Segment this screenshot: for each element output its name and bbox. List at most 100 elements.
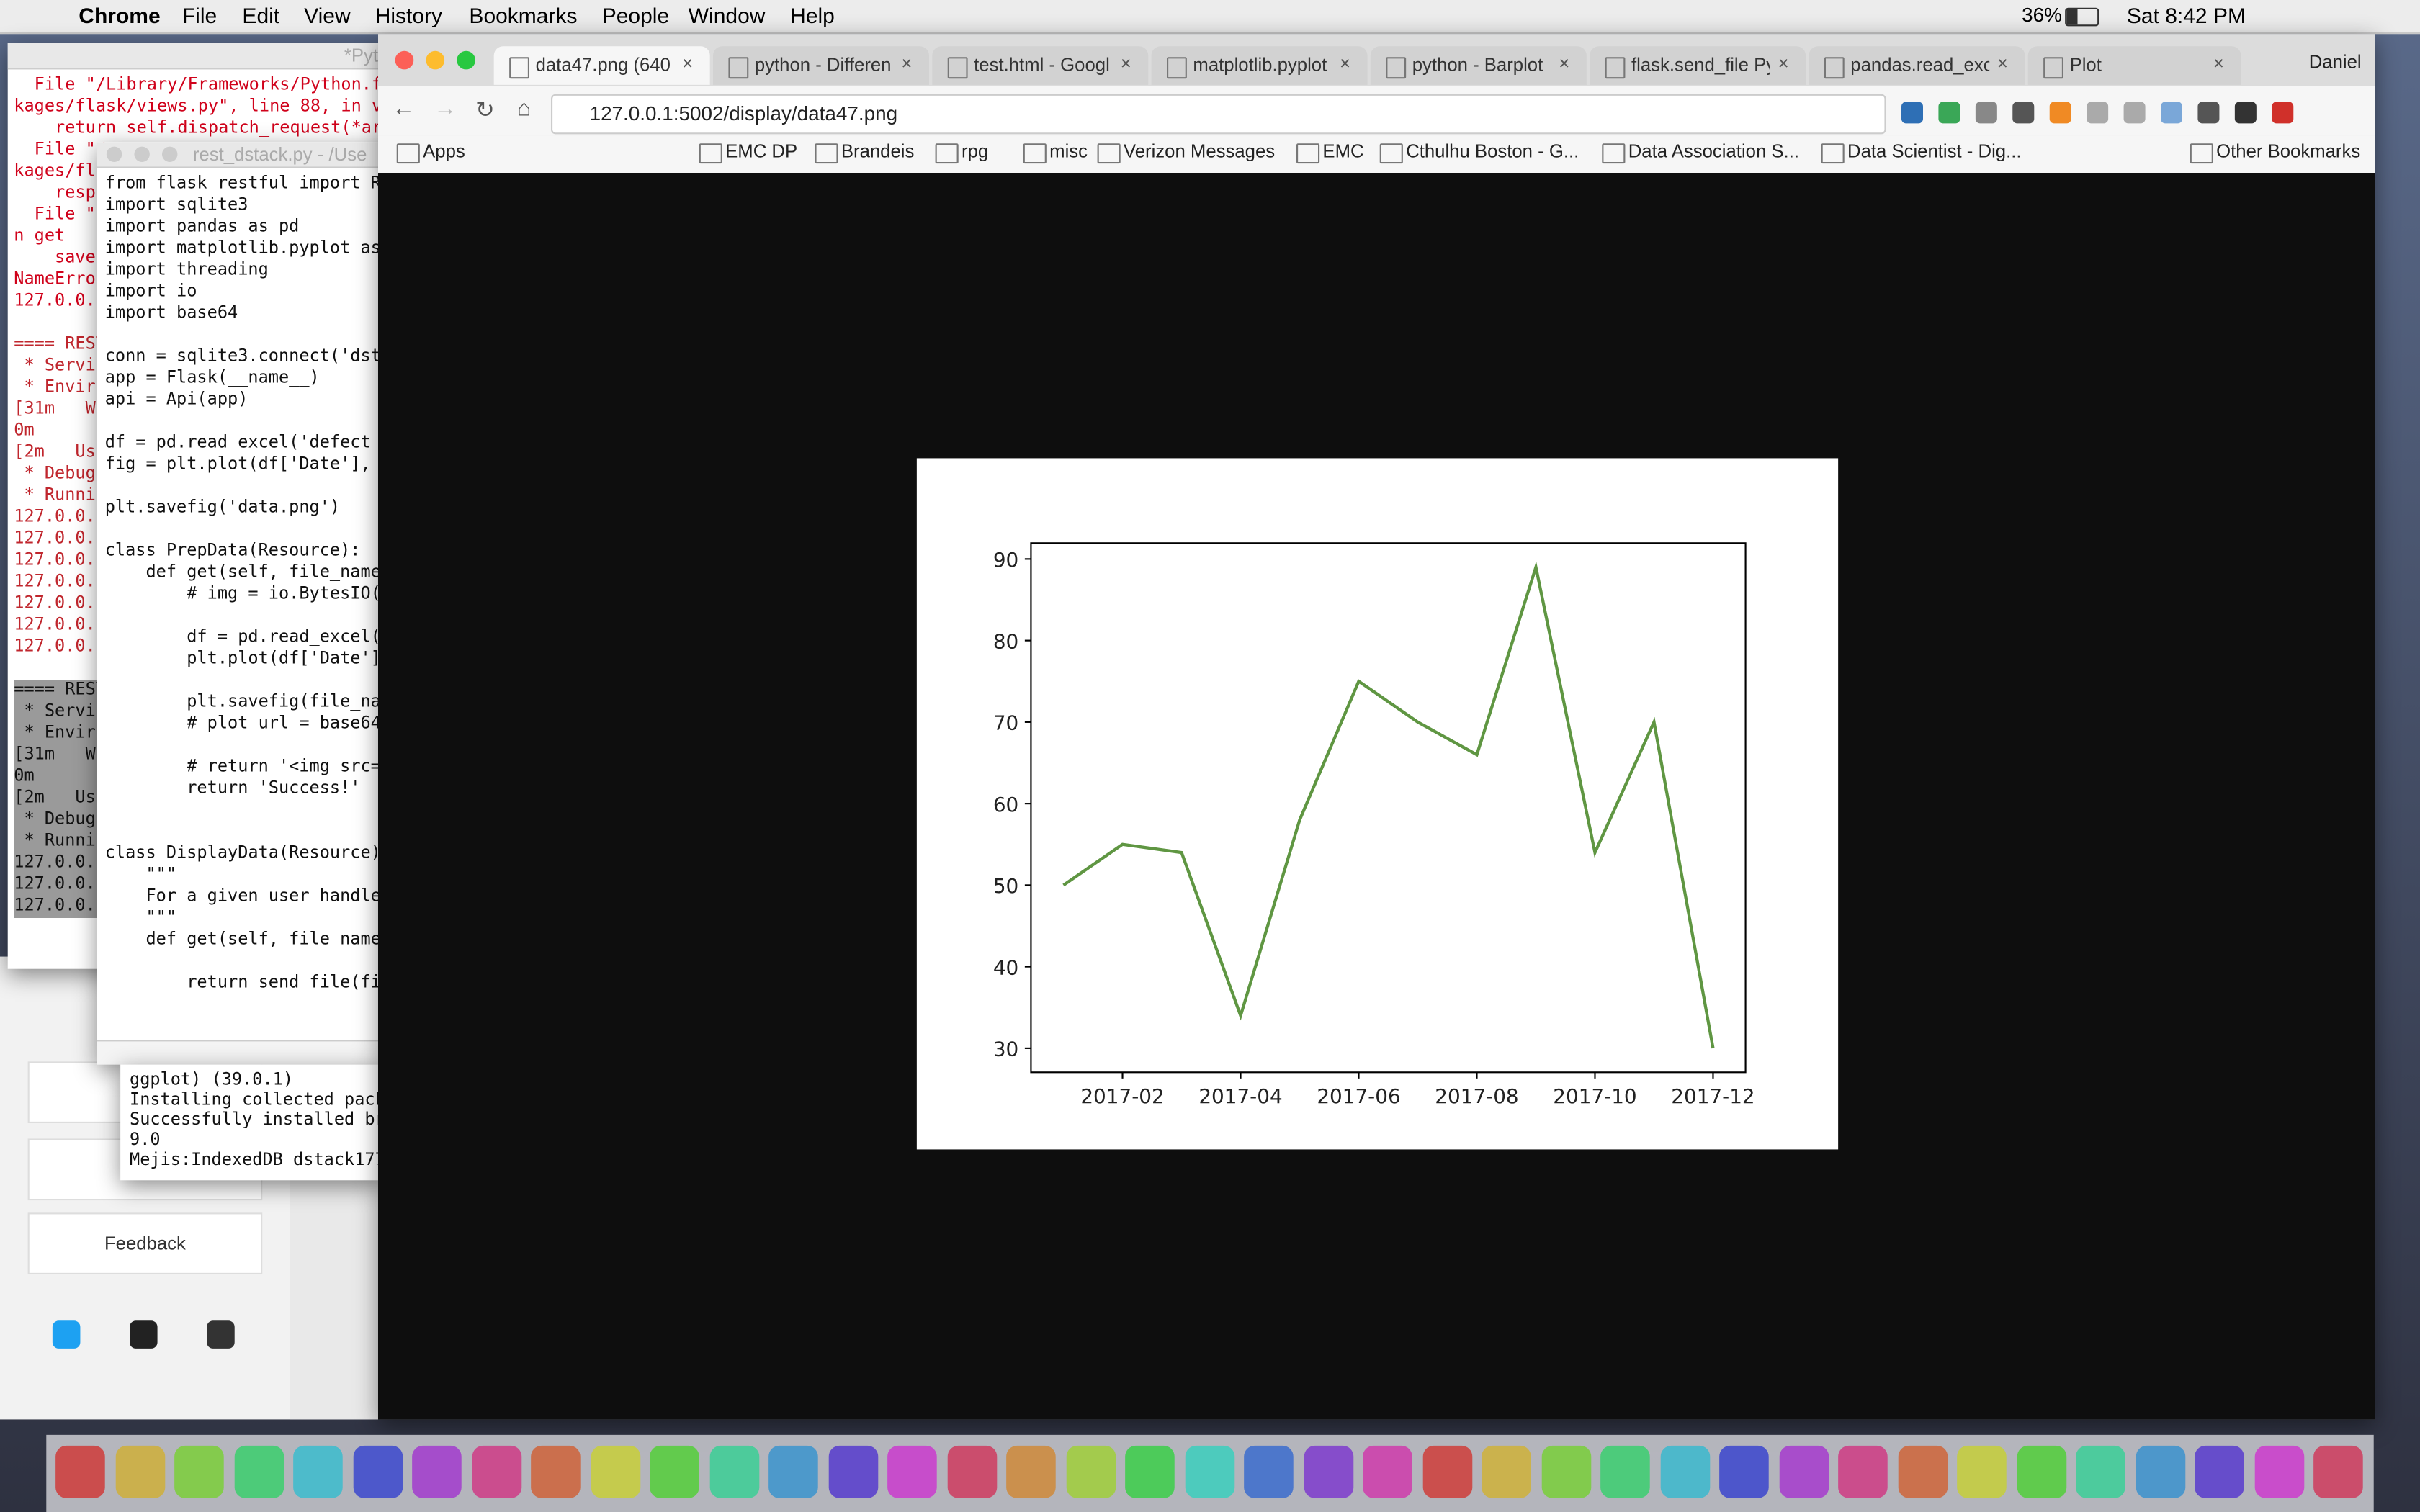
dock-icon[interactable] bbox=[1541, 1445, 1591, 1498]
extension-icon[interactable] bbox=[2087, 102, 2109, 124]
dock-icon[interactable] bbox=[2254, 1445, 2304, 1498]
dock-icon[interactable] bbox=[1897, 1445, 1948, 1498]
bookmark[interactable]: Verizon Messages bbox=[1124, 140, 1276, 162]
tab-close[interactable]: × bbox=[901, 52, 913, 74]
app-menu[interactable]: Chrome bbox=[79, 3, 161, 28]
dock-icon[interactable] bbox=[1125, 1445, 1175, 1498]
profile-name[interactable]: Daniel bbox=[2308, 50, 2362, 73]
dock-icon[interactable] bbox=[887, 1445, 937, 1498]
browser-tab[interactable]: flask.send_file Py × bbox=[1590, 46, 1806, 85]
extension-icon[interactable] bbox=[2272, 102, 2294, 124]
extension-icon[interactable] bbox=[1938, 102, 1960, 124]
bookmark[interactable]: EMC DP bbox=[725, 140, 798, 162]
bookmark[interactable]: EMC bbox=[1322, 140, 1364, 162]
browser-tab[interactable]: Plot × bbox=[2027, 46, 2241, 85]
dock-icon[interactable] bbox=[1719, 1445, 1769, 1498]
extension-icon[interactable] bbox=[2234, 102, 2257, 124]
dock-icon[interactable] bbox=[1363, 1445, 1412, 1498]
window-button[interactable] bbox=[162, 146, 178, 162]
dock-icon[interactable] bbox=[590, 1445, 640, 1498]
browser-tab[interactable]: python - Differen × bbox=[712, 46, 929, 85]
dock-icon[interactable] bbox=[1778, 1445, 1829, 1498]
tab-close[interactable]: × bbox=[2213, 52, 2224, 74]
tab-close[interactable]: × bbox=[1340, 52, 1351, 74]
bookmark-icon[interactable] bbox=[1296, 143, 1320, 164]
dock-icon[interactable] bbox=[531, 1445, 581, 1498]
bookmark-icon[interactable] bbox=[1023, 143, 1047, 164]
window-button[interactable] bbox=[395, 50, 414, 70]
dock-icon[interactable] bbox=[1422, 1445, 1472, 1498]
bookmark-icon[interactable] bbox=[699, 143, 722, 164]
bookmark[interactable]: misc bbox=[1049, 140, 1088, 162]
extension-icon[interactable] bbox=[1901, 102, 1923, 124]
dock-icon[interactable] bbox=[2076, 1445, 2125, 1498]
dock-icon[interactable] bbox=[471, 1445, 521, 1498]
window-button[interactable] bbox=[426, 50, 445, 70]
browser-tab[interactable]: data47.png (640 × bbox=[493, 46, 710, 85]
bookmark[interactable]: Apps bbox=[423, 140, 465, 162]
dock-icon[interactable] bbox=[174, 1445, 224, 1498]
menu-item[interactable]: Help bbox=[790, 3, 835, 28]
dock-icon[interactable] bbox=[1184, 1445, 1234, 1498]
dock-icon[interactable] bbox=[1838, 1445, 1888, 1498]
tab-close[interactable]: × bbox=[1778, 52, 1789, 74]
dock-icon[interactable] bbox=[2016, 1445, 2066, 1498]
bookmark-icon[interactable] bbox=[1821, 143, 1845, 164]
nav-button[interactable]: ← bbox=[392, 95, 416, 122]
dock-icon[interactable] bbox=[946, 1445, 997, 1498]
browser-tab[interactable]: test.html - Googl × bbox=[932, 46, 1149, 85]
bookmark[interactable]: Data Scientist - Dig... bbox=[1847, 140, 2022, 162]
menu-item[interactable]: History bbox=[375, 3, 443, 28]
dock-icon[interactable] bbox=[55, 1445, 105, 1498]
menu-item[interactable]: File bbox=[182, 3, 218, 28]
bookmark-icon[interactable] bbox=[396, 143, 420, 164]
menu-item[interactable]: Bookmarks bbox=[469, 3, 578, 28]
bookmark-icon[interactable] bbox=[2190, 143, 2213, 164]
bookmark-icon[interactable] bbox=[1097, 143, 1121, 164]
extension-icon[interactable] bbox=[2123, 102, 2146, 124]
tab-close[interactable]: × bbox=[1996, 52, 2008, 74]
menu-item[interactable]: People bbox=[601, 3, 670, 28]
bookmark[interactable]: rpg bbox=[962, 140, 989, 162]
browser-tab[interactable]: matplotlib.pyplot × bbox=[1151, 46, 1368, 85]
dock-icon[interactable] bbox=[2135, 1445, 2185, 1498]
tab-close[interactable]: × bbox=[1559, 52, 1570, 74]
extension-icon[interactable] bbox=[1975, 102, 1997, 124]
dock-icon[interactable] bbox=[1482, 1445, 1531, 1498]
bookmark-icon[interactable] bbox=[1379, 143, 1403, 164]
browser-tab[interactable]: python - Barplot × bbox=[1370, 46, 1587, 85]
nav-button[interactable]: ⌂ bbox=[516, 95, 532, 122]
browser-tab[interactable]: pandas.read_exc × bbox=[1809, 46, 2025, 85]
dock-icon[interactable] bbox=[2195, 1445, 2244, 1498]
bookmark[interactable]: Brandeis bbox=[841, 140, 915, 162]
extension-icon[interactable] bbox=[2012, 102, 2035, 124]
tab-close[interactable]: × bbox=[682, 52, 694, 74]
dock-icon[interactable] bbox=[233, 1445, 284, 1498]
dock-icon[interactable] bbox=[2313, 1445, 2363, 1498]
dock-icon[interactable] bbox=[650, 1445, 699, 1498]
dock-icon[interactable] bbox=[1065, 1445, 1116, 1498]
dock-icon[interactable] bbox=[115, 1445, 165, 1498]
bookmark[interactable]: Cthulhu Boston - G... bbox=[1406, 140, 1579, 162]
bookmark-icon[interactable] bbox=[935, 143, 959, 164]
bookmark[interactable]: Other Bookmarks bbox=[2216, 140, 2361, 162]
dock-icon[interactable] bbox=[1659, 1445, 1710, 1498]
window-button[interactable] bbox=[134, 146, 150, 162]
social-icon[interactable] bbox=[130, 1320, 158, 1349]
bookmark-icon[interactable] bbox=[1602, 143, 1626, 164]
window-button[interactable] bbox=[106, 146, 122, 162]
extension-icon[interactable] bbox=[2197, 102, 2220, 124]
nav-button[interactable]: ↻ bbox=[475, 97, 495, 124]
dock-icon[interactable] bbox=[293, 1445, 343, 1498]
tab-close[interactable]: × bbox=[1120, 52, 1131, 74]
extension-icon[interactable] bbox=[2161, 102, 2182, 124]
address-bar[interactable]: 127.0.0.1:5002/display/data47.png bbox=[551, 94, 1886, 135]
bookmark-icon[interactable] bbox=[815, 143, 838, 164]
nav-button[interactable]: → bbox=[434, 95, 457, 122]
menu-item[interactable]: Window bbox=[688, 3, 766, 28]
menu-item[interactable]: Edit bbox=[242, 3, 280, 28]
social-icon[interactable] bbox=[207, 1320, 235, 1349]
dock-icon[interactable] bbox=[768, 1445, 818, 1498]
bookmark[interactable]: Data Association S... bbox=[1628, 140, 1800, 162]
dock-icon[interactable] bbox=[352, 1445, 403, 1498]
